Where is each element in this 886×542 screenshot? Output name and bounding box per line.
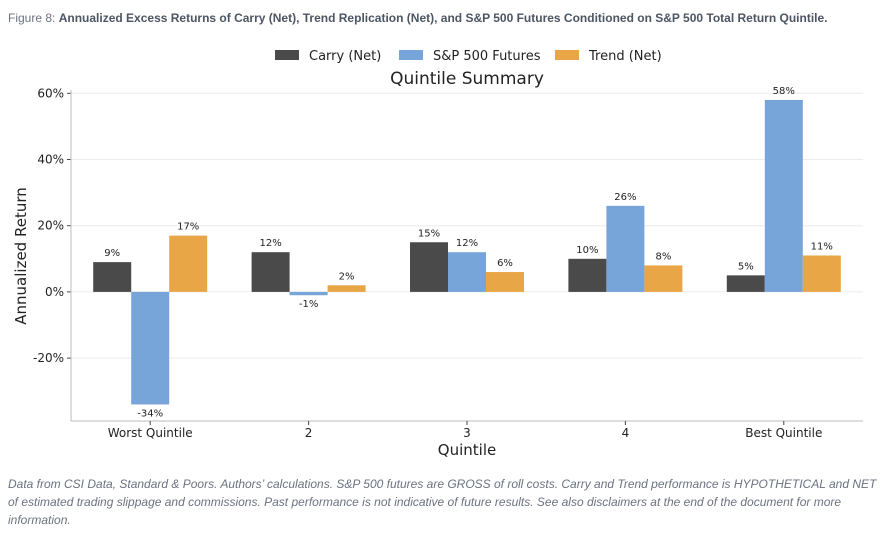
y-tick-label: 0% xyxy=(45,285,64,299)
bar xyxy=(802,255,841,292)
bar xyxy=(448,252,486,292)
legend-swatch xyxy=(555,50,579,60)
y-tick-label: 20% xyxy=(37,219,64,233)
data-label: 26% xyxy=(614,192,636,203)
x-tick-label: Best Quintile xyxy=(745,426,822,440)
data-label: 11% xyxy=(811,242,833,253)
data-label: 12% xyxy=(259,238,281,249)
data-label: 15% xyxy=(418,228,440,239)
y-tick-label: -20% xyxy=(33,351,64,365)
legend-swatch xyxy=(275,50,299,60)
legend: Carry (Net) S&P 500 Futures Trend (Net) xyxy=(275,49,662,64)
bar xyxy=(486,272,524,292)
data-label: 2% xyxy=(339,271,355,282)
data-label: -1% xyxy=(299,299,318,310)
x-tick-label: 4 xyxy=(622,426,630,440)
data-labels: 9% -34% 17% 12% -1% 2% 15% 12% 6% 10% 26% 8% 5% 58% 11… xyxy=(104,86,833,420)
chart-title: Quintile Summary xyxy=(390,69,544,89)
bar xyxy=(644,265,683,292)
bar xyxy=(410,242,448,292)
legend-swatch xyxy=(399,50,423,60)
footnote: Data from CSI Data, Standard & Poors. Au… xyxy=(8,477,877,527)
axes: -20% 0% 20% 40% 60% Worst Quintile 2 3 4 Best Qui… xyxy=(33,86,863,440)
bar xyxy=(93,262,132,292)
bar xyxy=(327,285,366,292)
x-tick-label: Worst Quintile xyxy=(108,426,193,440)
x-tick-label: 2 xyxy=(305,426,313,440)
data-label: 5% xyxy=(738,261,754,272)
data-label: 10% xyxy=(576,245,598,256)
bar xyxy=(131,291,170,405)
bar xyxy=(289,291,328,296)
bar-chart: -20% 0% 20% 40% 60% Worst Quintile 2 3 4 Best Qui… xyxy=(12,49,863,459)
y-tick-label: 60% xyxy=(37,86,64,100)
data-label: 6% xyxy=(497,258,513,269)
data-label: 17% xyxy=(177,222,199,233)
bar xyxy=(251,252,290,292)
legend-label: S&P 500 Futures xyxy=(433,49,541,64)
bar xyxy=(568,258,607,292)
data-label: 58% xyxy=(773,86,795,97)
x-axis-label: Quintile xyxy=(438,441,496,459)
bar xyxy=(606,205,645,292)
figure-title: Annualized Excess Returns of Carry (Net)… xyxy=(58,11,828,25)
y-axis-label: Annualized Return xyxy=(12,187,30,324)
bar xyxy=(764,99,803,292)
figure-caption: Figure 8: Annualized Excess Returns of C… xyxy=(8,11,878,25)
data-label: -34% xyxy=(137,408,163,419)
data-label: 12% xyxy=(456,238,478,249)
bar xyxy=(169,235,208,292)
bar xyxy=(726,275,765,292)
legend-label: Trend (Net) xyxy=(588,49,662,64)
y-tick-label: 40% xyxy=(37,153,64,167)
data-label: 9% xyxy=(104,248,120,259)
data-label: 8% xyxy=(655,251,671,262)
bars xyxy=(93,99,841,405)
figure-label: Figure 8: xyxy=(8,11,56,25)
x-tick-label: 3 xyxy=(463,426,471,440)
legend-label: Carry (Net) xyxy=(309,49,381,64)
